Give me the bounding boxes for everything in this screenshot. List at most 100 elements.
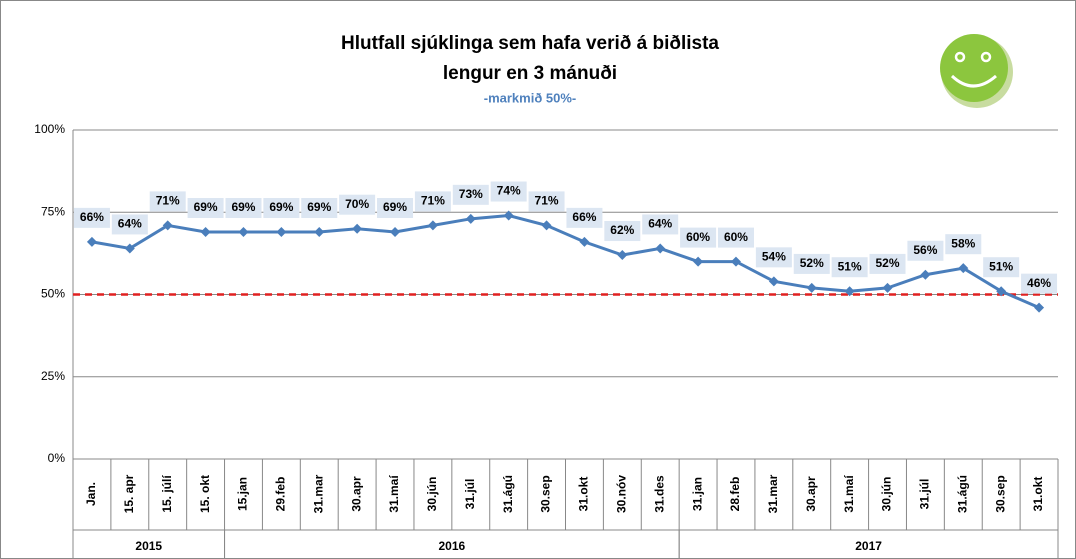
value-label-box bbox=[528, 191, 565, 212]
value-label-box bbox=[149, 191, 186, 212]
value-label-box bbox=[755, 247, 792, 268]
value-label-box bbox=[414, 191, 451, 212]
value-label: 46% bbox=[1027, 276, 1051, 290]
x-tick-label: Jan. bbox=[84, 482, 98, 506]
value-label-box bbox=[793, 253, 830, 274]
value-label-box bbox=[604, 221, 641, 242]
chart-title: Hlutfall sjúklinga sem hafa verið á biðl… bbox=[341, 33, 719, 54]
value-label: 74% bbox=[497, 184, 521, 198]
x-tick-label: 31.ágú bbox=[955, 475, 969, 513]
value-label-box bbox=[680, 227, 717, 248]
data-point bbox=[882, 282, 893, 293]
x-tick-label: 30.jún bbox=[425, 477, 439, 512]
x-tick-label: 31.júl bbox=[918, 479, 932, 510]
value-label: 60% bbox=[724, 230, 748, 244]
value-label: 60% bbox=[686, 230, 710, 244]
x-tick-label: 30.apr bbox=[804, 476, 818, 512]
y-tick-label: 0% bbox=[48, 451, 66, 465]
x-tick-label: 31.ágú bbox=[501, 475, 515, 513]
value-label-box bbox=[377, 197, 414, 218]
x-tick-label: 31.jan bbox=[690, 477, 704, 511]
chart-subtitle: -markmið 50%- bbox=[484, 90, 576, 105]
value-label: 51% bbox=[989, 259, 1013, 273]
value-label: 52% bbox=[800, 256, 824, 270]
value-label-box bbox=[869, 253, 906, 274]
y-tick-label: 100% bbox=[34, 122, 65, 136]
data-point bbox=[541, 220, 552, 231]
data-point bbox=[730, 256, 741, 267]
value-label-box bbox=[301, 197, 338, 218]
x-tick-label: 30.sep bbox=[539, 475, 553, 512]
data-point bbox=[352, 223, 363, 234]
value-label-box bbox=[187, 197, 224, 218]
value-label: 69% bbox=[194, 200, 218, 214]
value-label-box bbox=[983, 257, 1020, 278]
y-tick-label: 75% bbox=[41, 204, 65, 218]
data-point bbox=[276, 226, 287, 237]
y-tick-label: 25% bbox=[41, 369, 65, 383]
value-label: 58% bbox=[951, 236, 975, 250]
x-tick-label: 30.sep bbox=[993, 475, 1007, 512]
value-label: 69% bbox=[383, 200, 407, 214]
data-point bbox=[200, 226, 211, 237]
x-tick-label: 28.feb bbox=[728, 477, 742, 512]
x-tick-label: 15. okt bbox=[198, 475, 212, 513]
year-label: 2016 bbox=[438, 539, 465, 553]
x-tick-label: 29.feb bbox=[274, 477, 288, 512]
x-tick-label: 30.jún bbox=[880, 477, 894, 512]
x-tick-label: 31.maí bbox=[842, 475, 856, 513]
data-point bbox=[958, 263, 969, 274]
data-point bbox=[579, 236, 590, 247]
value-label-box bbox=[831, 257, 868, 278]
x-tick-label: 31.okt bbox=[577, 477, 591, 512]
data-point bbox=[844, 286, 855, 297]
data-point bbox=[390, 226, 401, 237]
data-point bbox=[314, 226, 325, 237]
chart-title: lengur en 3 mánuði bbox=[443, 63, 617, 84]
value-label-box bbox=[642, 214, 679, 235]
value-label-box bbox=[907, 240, 944, 261]
x-tick-label: 30.nóv bbox=[614, 475, 628, 513]
year-label: 2017 bbox=[855, 539, 882, 553]
series-line bbox=[91, 214, 1040, 310]
year-label: 2015 bbox=[135, 539, 162, 553]
data-point bbox=[806, 282, 817, 293]
value-label-box bbox=[263, 197, 300, 218]
value-label-box bbox=[73, 207, 110, 228]
data-point bbox=[503, 210, 514, 221]
value-label: 54% bbox=[762, 250, 786, 264]
value-label: 66% bbox=[572, 210, 596, 224]
value-label-box bbox=[490, 181, 527, 202]
value-label: 69% bbox=[269, 200, 293, 214]
value-label-box bbox=[1021, 273, 1058, 294]
value-label-box bbox=[945, 234, 982, 255]
x-tick-label: 31.okt bbox=[1031, 477, 1045, 512]
value-label: 62% bbox=[610, 223, 634, 237]
value-label: 51% bbox=[838, 259, 862, 273]
value-label: 52% bbox=[876, 256, 900, 270]
data-point bbox=[162, 220, 173, 231]
x-tick-label: 15. apr bbox=[122, 474, 136, 513]
x-tick-label: 30.apr bbox=[349, 476, 363, 512]
data-point bbox=[1034, 302, 1045, 313]
x-tick-label: 31.mar bbox=[311, 474, 325, 513]
data-point bbox=[920, 269, 931, 280]
value-label-box bbox=[111, 214, 148, 235]
data-point bbox=[238, 226, 249, 237]
value-label: 71% bbox=[421, 194, 445, 208]
y-tick-label: 50% bbox=[41, 287, 65, 301]
value-label: 69% bbox=[307, 200, 331, 214]
value-label-box bbox=[452, 184, 489, 205]
data-point bbox=[655, 243, 666, 254]
data-point bbox=[427, 220, 438, 231]
x-tick-label: 31.júl bbox=[463, 479, 477, 510]
data-point bbox=[996, 286, 1007, 297]
x-tick-label: 31.des bbox=[652, 475, 666, 513]
value-label: 66% bbox=[80, 210, 104, 224]
value-label-box bbox=[339, 194, 376, 215]
data-point bbox=[86, 236, 97, 247]
value-label: 71% bbox=[535, 194, 559, 208]
value-label-box bbox=[225, 197, 262, 218]
